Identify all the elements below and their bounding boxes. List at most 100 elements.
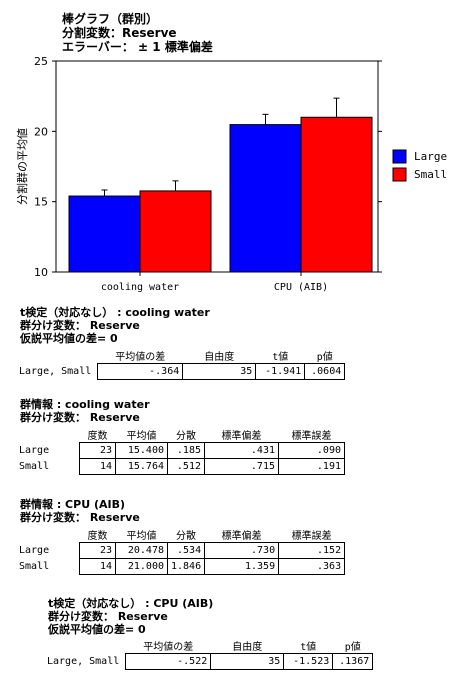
column-header: t値 xyxy=(272,352,289,363)
legend-swatch xyxy=(392,167,407,182)
section-title-line: t検定（対応なし） : cooling water xyxy=(20,306,210,319)
group-info-cpu-title: 群情報 : CPU (AIB) 群分け変数： Reserve xyxy=(20,498,140,524)
table-cell: 23 xyxy=(79,542,116,559)
table-cell: .431 xyxy=(204,442,279,459)
y-axis-label: 分割群の平均値 xyxy=(15,128,29,205)
group-info-cpu-table: 度数 平均値 分散 標準偏差 標準誤差 Large 23 20.478 .534… xyxy=(16,527,346,575)
section-title-line: 群情報 : CPU (AIB) xyxy=(20,498,125,511)
column-header: 平均値 xyxy=(126,531,157,542)
column-header: 標準偏差 xyxy=(221,531,262,542)
plot-frame xyxy=(55,60,379,273)
table-cell: 15.764 xyxy=(115,458,168,475)
bar xyxy=(139,190,212,273)
section-title-line: 群分け変数： Reserve xyxy=(20,411,140,424)
column-header: 分散 xyxy=(176,431,196,442)
column-header-spacer xyxy=(44,638,126,654)
column-header: 標準誤差 xyxy=(291,531,332,542)
table-cell: 1.359 xyxy=(204,558,280,575)
column-header-spacer xyxy=(16,348,98,364)
section-title-line: 群分け変数： Reserve xyxy=(20,511,140,524)
row-label: Large, Small xyxy=(19,366,92,377)
column-header-spacer xyxy=(16,427,80,443)
table-cell: .534 xyxy=(166,542,206,559)
row-label: Large xyxy=(19,545,50,556)
table-row: Large 23 15.400 .185 .431 .090 xyxy=(16,442,345,459)
column-header: p値 xyxy=(344,642,361,653)
table-row: Large 23 20.478 .534 .730 .152 xyxy=(16,542,346,559)
table-cell: -.522 xyxy=(125,653,212,670)
bar-chart: 10 15 20 25 分割群の平均値 cooling water CPU (AIB) Lar… xyxy=(15,55,447,293)
group-info-cooling-water-table: 度数 平均値 分散 標準偏差 標準誤差 Large 23 15.400 .185… xyxy=(16,427,345,475)
table-cell: 35 xyxy=(210,653,285,670)
column-header: 度数 xyxy=(87,531,108,542)
column-header: 自由度 xyxy=(232,642,263,653)
bar xyxy=(229,124,302,273)
group-info-cooling-water-title: 群情報 : cooling water 群分け変数： Reserve xyxy=(20,398,150,424)
table-cell: -1.523 xyxy=(283,653,334,670)
row-label: Large, Small xyxy=(47,656,120,667)
y-tick-label: 20 xyxy=(34,125,48,138)
table-cell: .363 xyxy=(278,558,346,575)
table-row: Small 14 21.000 1.846 1.359 .363 xyxy=(16,558,346,575)
table-cell: .0604 xyxy=(304,363,346,380)
column-header: 平均値 xyxy=(126,431,157,442)
ttest-cpu-title: t検定（対応なし） : CPU (AIB) 群分け変数： Reserve 仮説平… xyxy=(48,597,213,636)
table-cell: .730 xyxy=(204,542,280,559)
bar xyxy=(68,195,141,273)
section-title-line: 群情報 : cooling water xyxy=(20,398,150,411)
x-tick-label: CPU (AIB) xyxy=(274,282,328,293)
section-title-line: 群分け変数： Reserve xyxy=(48,610,168,623)
legend-swatch xyxy=(392,149,407,164)
table-row: Large, Small -.522 35 -1.523 .1367 xyxy=(44,653,374,670)
table-cell: -.364 xyxy=(97,363,184,380)
table-row: Small 14 15.764 .512 .715 .191 xyxy=(16,458,345,475)
column-header: 標準偏差 xyxy=(221,431,262,442)
section-title-line: 仮説平均値の差= 0 xyxy=(20,332,118,345)
section-title-line: 仮説平均値の差= 0 xyxy=(48,623,146,636)
table-cell: 14 xyxy=(79,558,116,575)
table-cell: 21.000 xyxy=(115,558,168,575)
column-header: t値 xyxy=(300,642,317,653)
column-header: 自由度 xyxy=(204,352,235,363)
table-cell: .715 xyxy=(204,458,279,475)
table-cell: .1367 xyxy=(332,653,374,670)
column-header: 分散 xyxy=(176,531,197,542)
table-cell: -1.941 xyxy=(255,363,306,380)
table-cell: 1.846 xyxy=(166,558,206,575)
x-tick-label: cooling water xyxy=(101,282,179,293)
bar xyxy=(300,116,373,273)
table-cell: 15.400 xyxy=(115,442,168,459)
ttest-cpu-table: 平均値の差 自由度 t値 p値 Large, Small -.522 35 -1… xyxy=(44,638,374,670)
ttest-cooling-water-table: 平均値の差 自由度 t値 p値 Large, Small -.364 35 -1… xyxy=(16,348,346,380)
ttest-cooling-water-title: t検定（対応なし） : cooling water 群分け変数： Reserve… xyxy=(20,306,210,345)
column-header: 度数 xyxy=(87,431,108,442)
legend-label: Small xyxy=(414,168,447,181)
column-header-spacer xyxy=(16,527,80,543)
table-cell: .152 xyxy=(278,542,346,559)
section-title-line: 群分け変数： Reserve xyxy=(20,319,140,332)
y-tick-label: 15 xyxy=(34,196,48,209)
split-variable-label: 分割変数：Reserve xyxy=(62,26,177,40)
column-header: 平均値の差 xyxy=(143,642,194,653)
column-header: p値 xyxy=(316,352,333,363)
error-bar-label: エラーバー： ± 1 標準偏差 xyxy=(62,40,213,54)
table-cell: .090 xyxy=(278,442,345,459)
y-tick-label: 25 xyxy=(34,55,48,68)
legend-label: Large xyxy=(414,150,447,163)
row-label: Large xyxy=(19,445,50,456)
table-cell: 14 xyxy=(79,458,116,475)
row-label: Small xyxy=(19,461,50,472)
table-cell: 23 xyxy=(79,442,116,459)
column-header: 平均値の差 xyxy=(115,352,166,363)
column-header: 標準誤差 xyxy=(291,431,332,442)
table-cell: 20.478 xyxy=(115,542,168,559)
y-tick-label: 10 xyxy=(34,266,48,279)
table-cell: .191 xyxy=(278,458,345,475)
chart-title: 棒グラフ（群別） xyxy=(62,12,159,26)
table-row: Large, Small -.364 35 -1.941 .0604 xyxy=(16,363,346,380)
table-cell: .185 xyxy=(167,442,205,459)
table-cell: .512 xyxy=(167,458,205,475)
section-title-line: t検定（対応なし） : CPU (AIB) xyxy=(48,597,214,610)
table-cell: 35 xyxy=(182,363,257,380)
row-label: Small xyxy=(19,561,50,572)
